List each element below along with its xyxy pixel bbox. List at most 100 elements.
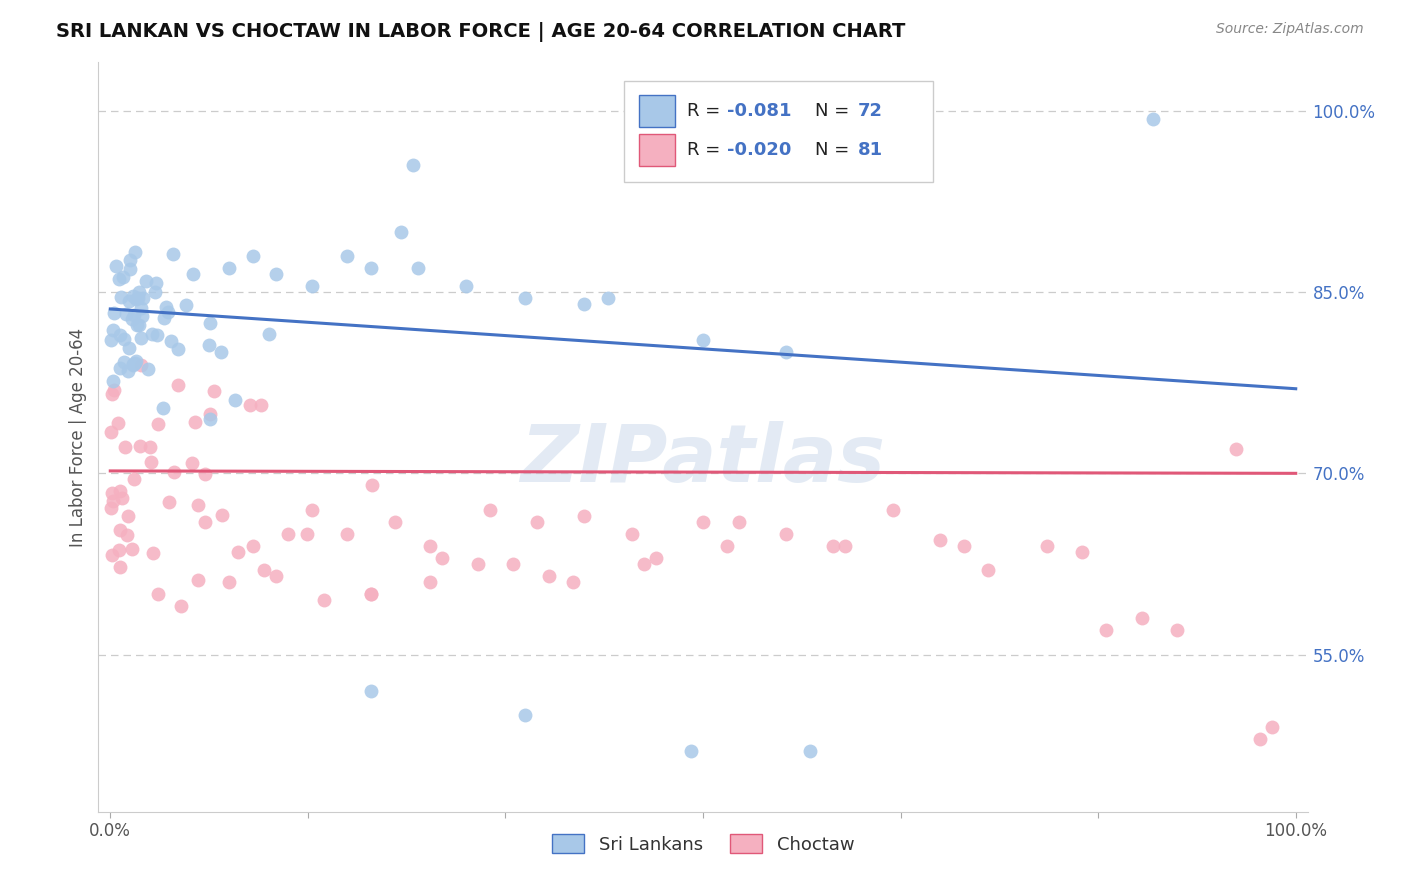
- Point: [1142, 112, 1164, 127]
- Point: [139, 455, 162, 469]
- Point: [1261, 720, 1284, 734]
- Point: [882, 502, 904, 516]
- Point: [112, 333, 135, 347]
- Point: [146, 587, 169, 601]
- Point: [122, 308, 145, 322]
- Point: [198, 411, 221, 425]
- Point: [139, 440, 162, 454]
- Point: [110, 289, 132, 303]
- Point: [194, 515, 217, 529]
- Point: [419, 575, 441, 590]
- Point: [122, 472, 145, 486]
- Point: [799, 744, 821, 758]
- Point: [929, 533, 952, 547]
- Text: ZIPatlas: ZIPatlas: [520, 420, 886, 499]
- Point: [467, 557, 489, 571]
- Point: [526, 515, 548, 529]
- Point: [100, 425, 122, 439]
- Point: [117, 528, 139, 542]
- Text: -0.020: -0.020: [727, 141, 792, 159]
- Text: R =: R =: [688, 103, 727, 120]
- Point: [432, 550, 454, 565]
- Point: [834, 539, 856, 553]
- Point: [152, 311, 174, 326]
- Point: [226, 545, 249, 559]
- Point: [108, 523, 131, 537]
- Point: [108, 327, 131, 342]
- Point: [515, 708, 537, 723]
- Point: [131, 358, 153, 372]
- Point: [101, 323, 124, 337]
- Point: [384, 515, 406, 529]
- Text: N =: N =: [815, 141, 855, 159]
- Text: R =: R =: [688, 141, 727, 159]
- Point: [145, 277, 167, 291]
- Point: [297, 526, 319, 541]
- Point: [129, 301, 152, 316]
- Point: [143, 285, 166, 300]
- Point: [360, 587, 382, 601]
- Point: [187, 573, 209, 587]
- Point: [574, 297, 596, 311]
- Point: [135, 274, 157, 288]
- Point: [180, 456, 202, 470]
- Point: [121, 542, 143, 557]
- Point: [101, 494, 124, 508]
- Point: [105, 259, 128, 273]
- Point: [1249, 732, 1271, 747]
- Point: [775, 345, 797, 359]
- Point: [127, 318, 149, 333]
- Point: [202, 384, 225, 398]
- Point: [114, 440, 136, 454]
- Point: [101, 486, 124, 500]
- Point: [211, 508, 233, 522]
- Point: [146, 328, 169, 343]
- Point: [181, 267, 204, 281]
- Point: [360, 477, 382, 491]
- Point: [727, 515, 749, 529]
- Point: [198, 407, 221, 421]
- Point: [257, 326, 280, 341]
- Point: [716, 539, 738, 553]
- FancyBboxPatch shape: [638, 95, 675, 127]
- Point: [633, 557, 655, 571]
- Point: [128, 318, 150, 332]
- Point: [118, 262, 141, 277]
- Point: [692, 334, 714, 348]
- Point: [478, 502, 501, 516]
- Point: [131, 309, 153, 323]
- Point: [118, 293, 141, 308]
- Point: [775, 526, 797, 541]
- Point: [218, 260, 240, 275]
- Point: [360, 684, 382, 698]
- Point: [952, 539, 974, 553]
- Point: [107, 416, 129, 430]
- Point: [360, 260, 382, 275]
- Point: [138, 362, 160, 376]
- Point: [419, 539, 441, 553]
- Point: [198, 316, 221, 330]
- Point: [515, 291, 537, 305]
- Text: 81: 81: [858, 141, 883, 159]
- Point: [976, 563, 998, 577]
- Point: [155, 301, 177, 315]
- Text: 72: 72: [858, 103, 883, 120]
- Point: [218, 575, 240, 590]
- Point: [121, 358, 143, 372]
- Point: [301, 279, 323, 293]
- Point: [620, 526, 643, 541]
- Point: [166, 342, 188, 356]
- Point: [125, 292, 148, 306]
- Y-axis label: In Labor Force | Age 20-64: In Labor Force | Age 20-64: [69, 327, 87, 547]
- Point: [823, 539, 845, 553]
- Point: [111, 491, 134, 505]
- Point: [174, 297, 197, 311]
- FancyBboxPatch shape: [624, 81, 932, 182]
- Point: [162, 247, 184, 261]
- Point: [264, 569, 287, 583]
- Point: [157, 495, 180, 509]
- Point: [692, 515, 714, 529]
- Point: [124, 244, 146, 259]
- Point: [156, 305, 179, 319]
- Point: [122, 289, 145, 303]
